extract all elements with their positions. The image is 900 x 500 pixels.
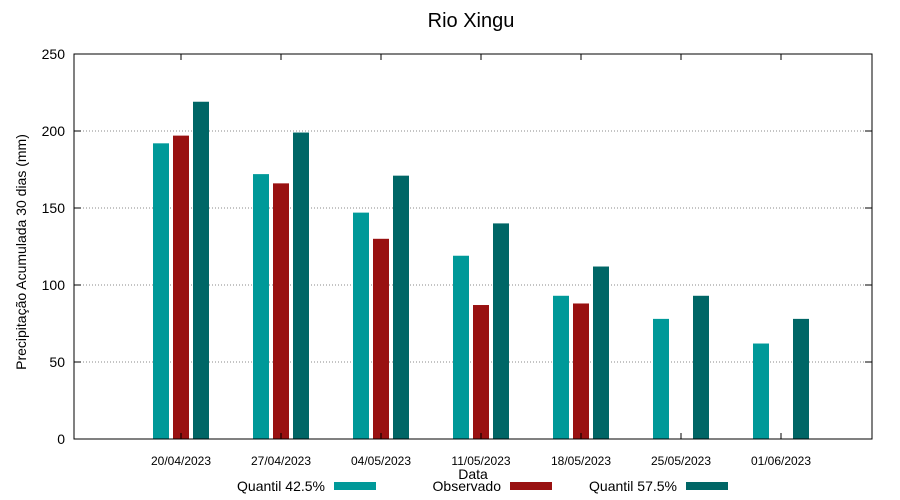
bar-observado — [273, 183, 289, 439]
y-tick-label: 150 — [42, 200, 66, 216]
bar-quantil-42 — [253, 174, 269, 439]
y-tick-label: 0 — [57, 431, 65, 447]
bar-quantil-42 — [153, 143, 169, 439]
plot-border — [73, 53, 873, 440]
y-tick-label: 200 — [42, 123, 66, 139]
bar-quantil-42 — [353, 212, 369, 439]
bar-quantil-57 — [793, 318, 809, 439]
legend-label: Quantil 57.5% — [589, 478, 677, 494]
bar-quantil-42 — [553, 295, 569, 439]
chart-title: Rio Xingu — [428, 10, 515, 32]
bars — [153, 101, 809, 440]
legend-swatch — [334, 482, 376, 490]
x-tick-label: 18/05/2023 — [551, 454, 611, 468]
legend-label: Observado — [433, 478, 502, 494]
x-tick-label: 27/04/2023 — [251, 454, 311, 468]
y-tick-label: 250 — [42, 46, 66, 62]
legend-label: Quantil 42.5% — [237, 478, 325, 494]
bar-quantil-57 — [293, 132, 309, 440]
y-tick-label: 50 — [49, 354, 65, 370]
y-tick-label: 100 — [42, 277, 66, 293]
bar-observado — [173, 135, 189, 439]
y-axis-label: Precipitação Acumulada 30 dias (mm) — [13, 134, 29, 370]
bar-quantil-57 — [693, 295, 709, 439]
bar-quantil-57 — [593, 266, 609, 439]
bar-quantil-42 — [453, 255, 469, 439]
bar-quantil-42 — [753, 343, 769, 439]
bar-quantil-57 — [193, 101, 209, 440]
x-tick-label: 25/05/2023 — [651, 454, 711, 468]
x-tick-label: 11/05/2023 — [451, 454, 510, 468]
bar-observado — [473, 305, 489, 439]
x-tick-label: 04/05/2023 — [351, 454, 411, 468]
y-axis-ticks: 0 50 100 150 200 250 — [42, 46, 872, 447]
legend-swatch — [510, 482, 552, 490]
bar-quantil-57 — [493, 223, 509, 439]
x-tick-label: 01/06/2023 — [751, 454, 811, 468]
x-axis-ticks: 20/04/2023 27/04/2023 04/05/2023 11/05/2023… — [151, 54, 811, 468]
bar-observado — [573, 303, 589, 439]
legend-swatch — [686, 482, 728, 490]
bar-quantil-57 — [393, 175, 409, 439]
x-axis-label: Data — [458, 466, 488, 482]
x-tick-label: 20/04/2023 — [151, 454, 211, 468]
legend: Quantil 42.5% Observado Quantil 57.5% — [237, 478, 728, 494]
bar-observado — [373, 238, 389, 439]
bar-quantil-42 — [653, 318, 669, 439]
